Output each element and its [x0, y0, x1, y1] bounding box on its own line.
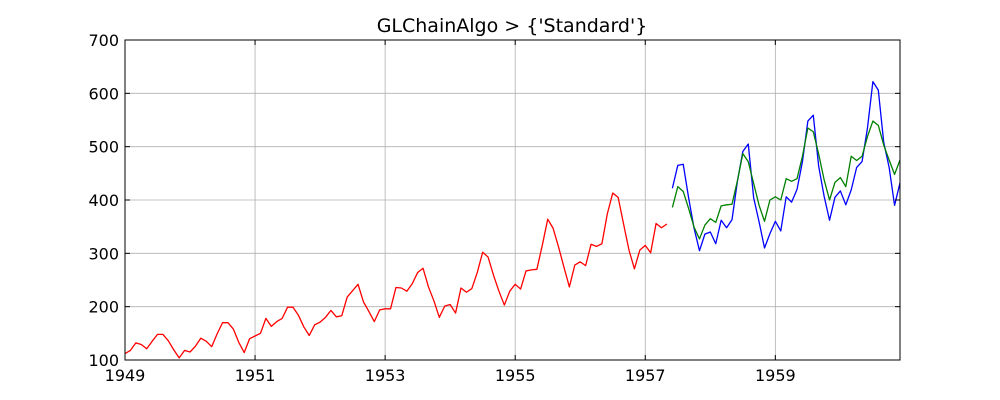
- x-tick-label: 1953: [365, 366, 406, 385]
- x-tick-label: 1951: [235, 366, 276, 385]
- axis-ticks: 1949 1951 1953 1955 1957 1959 100 200 300 400 500 6…: [88, 31, 900, 385]
- y-tick-label: 700: [88, 31, 119, 50]
- y-tick-label: 500: [88, 138, 119, 157]
- series-group: [124, 80, 901, 359]
- y-tick-label: 300: [88, 244, 119, 263]
- series-line-2: [671, 80, 901, 252]
- chart-title: GLChainAlgo > {'Standard'}: [377, 15, 648, 37]
- x-tick-label: 1959: [755, 366, 796, 385]
- grid-lines: [124, 39, 900, 361]
- x-tick-label: 1957: [625, 366, 666, 385]
- y-tick-label: 100: [88, 351, 119, 370]
- series-line-1: [124, 192, 668, 359]
- plot-frame: [124, 39, 901, 361]
- y-tick-label: 600: [88, 84, 119, 103]
- y-tick-label: 200: [88, 298, 119, 317]
- x-tick-label: 1949: [105, 366, 146, 385]
- x-tick-label: 1955: [495, 366, 536, 385]
- y-tick-label: 400: [88, 191, 119, 210]
- series-line-3: [671, 120, 901, 240]
